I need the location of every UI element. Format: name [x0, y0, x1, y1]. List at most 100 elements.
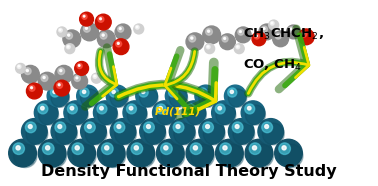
Circle shape [54, 80, 70, 96]
Circle shape [14, 144, 37, 168]
Circle shape [29, 85, 35, 91]
Circle shape [93, 101, 117, 124]
Circle shape [59, 28, 62, 32]
FancyArrowPatch shape [119, 62, 214, 115]
Circle shape [254, 34, 259, 39]
Ellipse shape [157, 119, 174, 123]
Circle shape [50, 88, 59, 97]
Circle shape [216, 105, 236, 125]
Circle shape [119, 28, 121, 30]
Circle shape [279, 143, 290, 154]
Circle shape [22, 119, 47, 144]
Text: Pd(111): Pd(111) [155, 106, 201, 116]
Ellipse shape [199, 101, 214, 106]
Circle shape [82, 90, 86, 93]
Circle shape [75, 146, 79, 150]
Circle shape [232, 122, 243, 133]
Circle shape [72, 143, 84, 154]
Circle shape [58, 68, 65, 75]
Circle shape [80, 12, 93, 26]
Circle shape [199, 119, 225, 144]
Ellipse shape [128, 119, 144, 123]
Circle shape [13, 143, 25, 154]
Circle shape [222, 36, 228, 42]
Circle shape [275, 139, 302, 167]
Circle shape [18, 66, 19, 67]
Circle shape [191, 144, 214, 168]
Circle shape [98, 30, 115, 48]
Circle shape [106, 85, 128, 107]
Circle shape [135, 25, 139, 29]
Circle shape [302, 33, 304, 34]
Circle shape [215, 139, 243, 167]
Circle shape [68, 34, 70, 36]
Circle shape [262, 123, 284, 145]
Circle shape [218, 106, 222, 110]
Circle shape [117, 42, 119, 44]
Circle shape [275, 33, 281, 39]
Circle shape [57, 27, 67, 37]
Ellipse shape [14, 160, 34, 166]
Circle shape [78, 65, 80, 66]
Circle shape [144, 122, 154, 133]
Circle shape [132, 144, 155, 168]
Circle shape [161, 143, 172, 154]
Circle shape [189, 35, 196, 42]
Circle shape [134, 24, 144, 34]
Circle shape [220, 143, 231, 154]
Circle shape [72, 73, 88, 89]
Circle shape [77, 85, 98, 107]
Circle shape [225, 85, 246, 107]
Circle shape [224, 38, 226, 39]
Circle shape [127, 104, 136, 114]
Circle shape [83, 15, 85, 17]
Circle shape [194, 146, 197, 150]
Circle shape [26, 123, 48, 145]
Ellipse shape [111, 101, 126, 106]
Circle shape [87, 125, 91, 129]
Circle shape [258, 119, 284, 144]
Circle shape [115, 24, 131, 40]
Circle shape [173, 122, 184, 133]
Circle shape [161, 144, 185, 168]
Circle shape [58, 84, 60, 86]
Circle shape [74, 76, 80, 81]
Circle shape [236, 45, 240, 49]
Circle shape [212, 101, 235, 124]
Circle shape [136, 85, 158, 107]
Circle shape [208, 46, 209, 47]
Circle shape [60, 70, 62, 72]
Ellipse shape [246, 119, 262, 123]
Circle shape [199, 89, 217, 107]
Circle shape [235, 27, 251, 43]
Circle shape [16, 146, 20, 150]
Circle shape [81, 23, 98, 41]
Circle shape [127, 105, 147, 125]
Circle shape [105, 146, 109, 150]
Ellipse shape [44, 160, 63, 166]
Circle shape [134, 146, 138, 150]
Circle shape [47, 85, 69, 107]
Circle shape [203, 26, 220, 44]
Circle shape [22, 65, 39, 83]
Ellipse shape [73, 160, 93, 166]
Circle shape [253, 146, 257, 150]
Circle shape [53, 90, 56, 93]
Circle shape [94, 76, 95, 77]
Circle shape [203, 123, 225, 145]
Circle shape [273, 31, 288, 47]
Circle shape [191, 37, 193, 39]
Circle shape [259, 24, 275, 40]
Circle shape [186, 105, 206, 125]
Circle shape [206, 45, 210, 49]
Circle shape [248, 106, 251, 110]
FancyArrowPatch shape [99, 51, 117, 96]
Circle shape [17, 65, 21, 68]
Circle shape [56, 123, 77, 145]
FancyArrowPatch shape [85, 47, 114, 107]
Circle shape [234, 44, 244, 54]
Circle shape [169, 119, 195, 144]
Circle shape [245, 139, 273, 167]
Circle shape [123, 101, 147, 124]
Circle shape [147, 125, 150, 129]
